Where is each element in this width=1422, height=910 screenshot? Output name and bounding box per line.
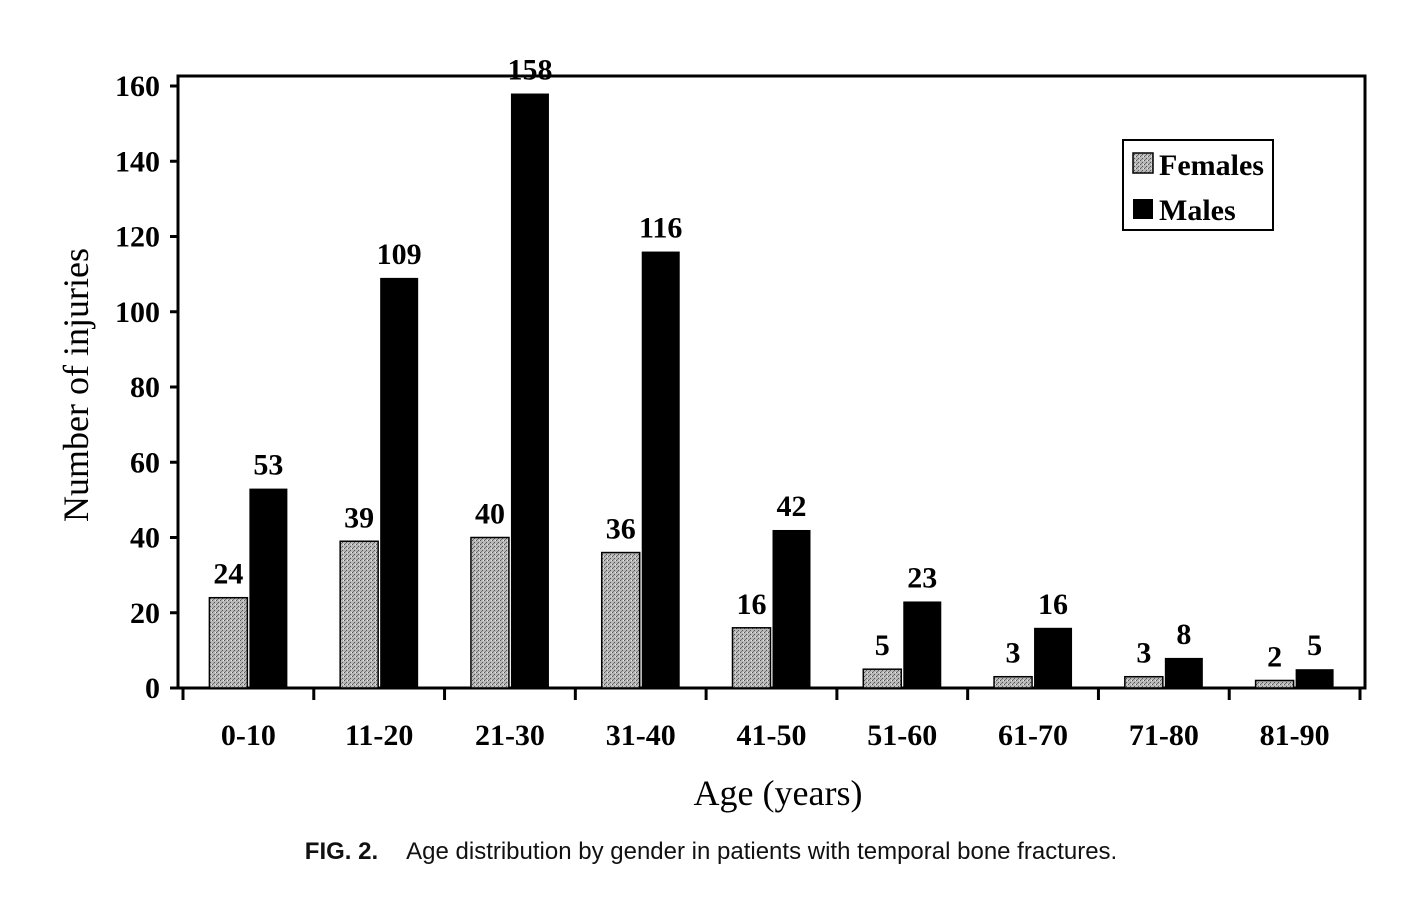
data-label-females: 40 xyxy=(475,498,505,531)
bar-females xyxy=(470,536,510,689)
x-category-label: 41-50 xyxy=(737,719,807,752)
x-category-label: 81-90 xyxy=(1260,719,1330,752)
legend-label-females: Females xyxy=(1159,149,1264,182)
data-label-males: 5 xyxy=(1307,629,1322,662)
bar-chart: 0 20 40 60 80 100 120 140 160 0-10 11-20 21-30 31-4… xyxy=(56,54,1367,813)
data-label-females: 39 xyxy=(344,501,374,534)
bar-females xyxy=(731,627,772,689)
data-label-females: 36 xyxy=(606,513,636,546)
bar-males xyxy=(249,488,288,688)
y-tick-label: 80 xyxy=(130,371,160,404)
bar-females xyxy=(993,675,1033,689)
y-tick-label: 160 xyxy=(115,70,160,103)
bar-males xyxy=(510,93,549,688)
data-label-females: 16 xyxy=(737,588,767,621)
y-axis-title: Number of injuries xyxy=(56,248,96,522)
x-axis-title: Age (years) xyxy=(694,773,863,813)
bar-males xyxy=(772,529,811,688)
x-category-label: 0-10 xyxy=(221,719,276,752)
bars xyxy=(208,93,1334,689)
bar-males xyxy=(903,601,942,688)
data-label-females: 3 xyxy=(1136,637,1151,670)
bar-males xyxy=(1034,627,1073,688)
x-axis: 0-10 11-20 21-30 31-40 41-50 51-60 61-70 71-80 8… xyxy=(178,686,1365,752)
bar-males xyxy=(380,277,419,688)
y-tick-label: 60 xyxy=(130,446,160,479)
bar-females xyxy=(208,596,249,689)
data-label-males: 42 xyxy=(777,490,807,523)
x-category-label: 51-60 xyxy=(867,719,937,752)
bar-males xyxy=(1295,669,1334,688)
data-label-males: 16 xyxy=(1038,588,1068,621)
data-label-females: 24 xyxy=(213,558,243,591)
x-category-label: 71-80 xyxy=(1129,719,1199,752)
data-label-males: 53 xyxy=(253,449,283,482)
y-tick-label: 140 xyxy=(115,145,160,178)
y-tick-label: 20 xyxy=(130,597,160,630)
bar-females xyxy=(1124,675,1164,689)
bar-males xyxy=(641,251,680,689)
data-label-females: 5 xyxy=(875,629,890,662)
data-label-males: 109 xyxy=(377,238,422,271)
bar-females xyxy=(339,540,379,689)
data-label-males: 23 xyxy=(907,561,937,594)
bar-males xyxy=(1164,657,1203,688)
data-label-females: 2 xyxy=(1267,640,1282,673)
bar-females xyxy=(1254,679,1295,689)
y-tick-label: 0 xyxy=(145,672,160,705)
data-label-males: 158 xyxy=(507,54,552,87)
legend-swatch-males xyxy=(1133,199,1153,219)
bar-females xyxy=(862,668,903,689)
x-category-label: 11-20 xyxy=(345,719,413,752)
bar-females xyxy=(600,551,641,689)
legend-label-males: Males xyxy=(1159,194,1236,227)
y-tick-label: 100 xyxy=(115,296,160,329)
x-category-label: 31-40 xyxy=(606,719,676,752)
legend-swatch-females xyxy=(1132,152,1154,174)
y-tick-label: 40 xyxy=(130,522,160,555)
figure-number: FIG. 2. xyxy=(304,838,379,865)
data-label-males: 116 xyxy=(639,212,682,245)
x-category-label: 21-30 xyxy=(475,719,545,752)
x-category-label: 61-70 xyxy=(998,719,1068,752)
caption-text: Age distribution by gender in patients w… xyxy=(406,838,1118,865)
y-axis: 0 20 40 60 80 100 120 140 160 xyxy=(115,70,178,705)
legend: Females Males xyxy=(1122,139,1274,231)
figure-caption: FIG. 2. Age distribution by gender in pat… xyxy=(0,838,1422,866)
data-label-females: 3 xyxy=(1006,637,1021,670)
y-tick-label: 120 xyxy=(115,221,160,254)
data-label-males: 8 xyxy=(1176,618,1191,651)
